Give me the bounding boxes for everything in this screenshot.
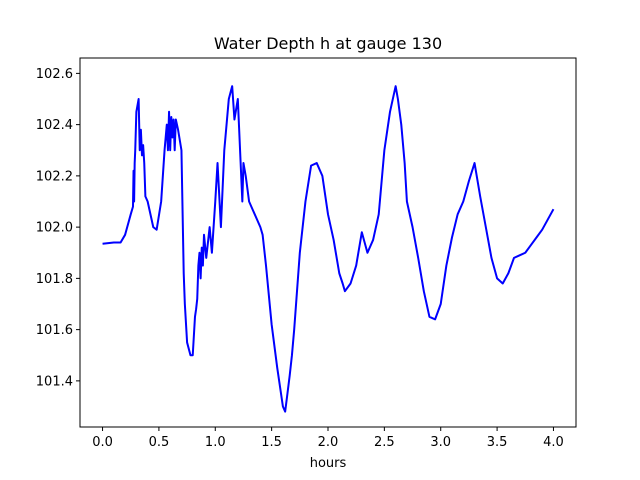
y-tick-label: 102.4 [36, 118, 73, 133]
x-axis: 0.0 0.5 1.0 1.5 2.0 2.5 3.0 3.5 4.0 [92, 427, 564, 450]
series-line [102, 85, 555, 413]
x-tick-label: 2.0 [318, 435, 339, 450]
x-tick-label: 3.0 [430, 435, 451, 450]
y-tick-label: 102.0 [36, 221, 73, 236]
x-tick-label: 4.0 [543, 435, 564, 450]
y-tick-label: 102.2 [36, 169, 73, 184]
y-tick-label: 101.6 [36, 323, 73, 338]
chart-title: Water Depth h at gauge 130 [214, 34, 442, 53]
y-tick-label: 101.4 [36, 374, 73, 389]
x-tick-label: 2.5 [374, 435, 395, 450]
y-tick-label: 102.6 [36, 67, 73, 82]
x-tick-label: 1.0 [205, 435, 226, 450]
x-tick-label: 0.5 [149, 435, 170, 450]
y-tick-label: 101.8 [36, 272, 73, 287]
x-tick-label: 0.0 [92, 435, 113, 450]
plot-area [102, 85, 555, 413]
x-tick-label: 1.5 [261, 435, 282, 450]
y-axis: 101.4 101.6 101.8 102.0 102.2 102.4 102.6 [36, 67, 80, 389]
x-tick-label: 3.5 [487, 435, 508, 450]
x-axis-label: hours [310, 456, 347, 471]
